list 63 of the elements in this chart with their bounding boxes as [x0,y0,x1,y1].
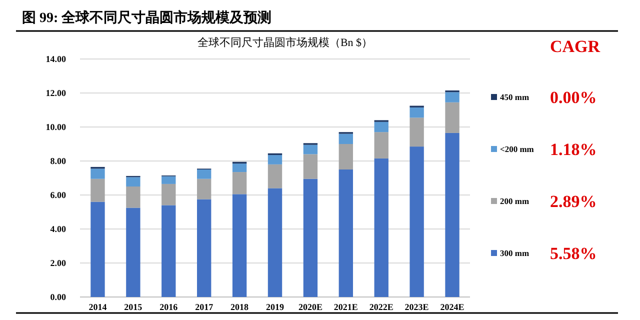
bar [126,177,140,186]
bar [126,186,140,208]
bar [268,164,282,188]
bar [374,158,388,297]
legend-label: 200 mm [500,196,530,206]
bar [445,92,460,102]
bar [162,205,176,297]
bar [268,155,282,164]
bar [338,144,353,170]
bar [374,132,388,158]
bar [410,107,424,118]
bar [90,168,105,179]
x-tick-label: 2016 [160,302,178,312]
chart-subtitle: 全球不同尺寸晶圆市场规模（Bn $） [197,36,373,49]
y-tick-label: 12.00 [46,88,66,98]
x-tick-label: 2019 [266,302,284,312]
bar [90,202,105,297]
x-tick-label: 2017 [195,302,214,312]
bar [197,199,212,297]
legend-label: 450 mm [500,92,530,102]
bar [268,188,282,297]
bar [90,178,105,202]
y-tick-label: 10.00 [46,122,66,132]
bar [303,178,318,297]
legend-label: <200 mm [500,144,534,154]
x-tick-label: 2014 [88,302,108,312]
y-tick-label: 14.00 [46,54,66,64]
text: 1.18% [550,140,597,159]
bar [303,144,318,154]
x-tick-label: 2024E [440,302,464,312]
x-tick-label: 2018 [230,302,250,312]
x-tick-label: 2021E [334,302,358,312]
x-tick-label: 2022E [369,302,394,312]
text: CAGR [550,37,601,56]
bar [445,132,460,297]
bar [197,170,212,179]
x-tick-label: 2023E [404,302,429,312]
bar [410,118,424,147]
bar [232,194,247,297]
y-tick-label: 8.00 [50,156,66,166]
bar [232,172,247,194]
text: 0.00% [550,88,597,107]
bar [303,154,318,179]
text: 5.58% [550,244,597,263]
y-tick-label: 0.00 [50,292,66,302]
text: 2.89% [550,192,597,211]
bar [126,208,140,297]
bar [232,164,247,172]
bar [162,184,176,206]
bar [338,170,353,297]
bar [338,134,353,144]
x-tick-label: 2020E [298,302,322,312]
bar [162,176,176,184]
bar [197,178,212,200]
x-tick-label: 2015 [124,302,143,312]
legend-label: 300 mm [500,248,530,258]
bar [445,102,460,133]
y-tick-label: 6.00 [50,190,66,200]
bar [374,122,388,132]
bar [410,146,424,297]
chart-title: 图 99: 全球不同尺寸晶圆市场规模及预测 [22,9,272,26]
y-tick-label: 2.00 [50,258,66,268]
y-tick-label: 4.00 [50,224,66,234]
